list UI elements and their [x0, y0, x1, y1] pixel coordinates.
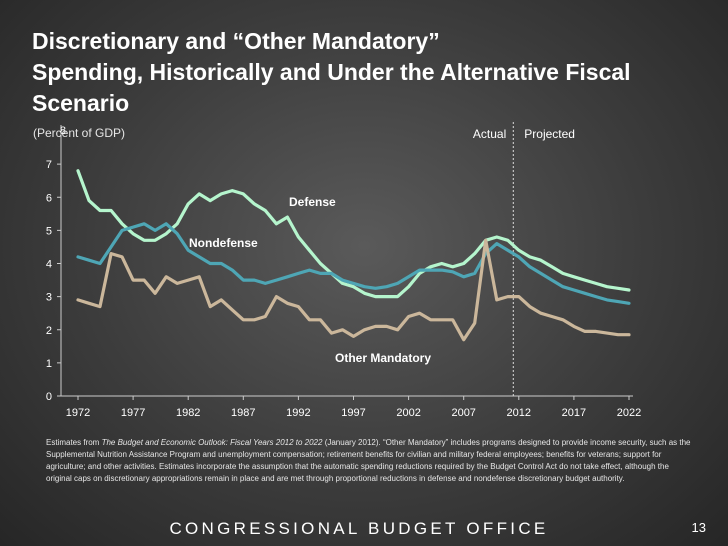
y-tick-label: 4	[46, 259, 52, 271]
nondefense-series-line	[76, 222, 631, 305]
other-mandatory-series-label: Other Mandatory	[335, 351, 431, 365]
y-tick-label: 5	[46, 225, 52, 237]
x-tick-label: 2022	[617, 407, 641, 419]
x-tick-label: 1997	[341, 407, 365, 419]
x-tick-label: 1992	[286, 407, 310, 419]
footer-text: CONGRESSIONAL BUDGET OFFICE	[169, 519, 549, 538]
y-tick-label: 6	[46, 192, 52, 204]
title-line-2: Spending, Historically and Under the Alt…	[32, 59, 631, 85]
x-tick-label: 2017	[562, 407, 586, 419]
other-mandatory-series-line	[76, 238, 631, 342]
x-tick-label: 2012	[507, 407, 531, 419]
x-tick-label: 1987	[231, 407, 255, 419]
y-tick-label: 1	[46, 358, 52, 370]
y-tick-label: 7	[46, 159, 52, 171]
y-tick-label: 0	[46, 391, 52, 403]
slide-title: Discretionary and “Other Mandatory” Spen…	[32, 26, 712, 119]
projected-label: Projected	[524, 127, 575, 141]
title-line-3: Scenario	[32, 90, 130, 116]
defense-series-line	[76, 169, 631, 299]
page-number: 13	[691, 520, 706, 535]
y-tick-label-top: 8	[60, 125, 66, 137]
nondefense-series-label: Nondefense	[189, 236, 258, 250]
defense-series-label: Defense	[289, 195, 336, 209]
x-tick-label: 1982	[176, 407, 200, 419]
footnote-body: (January 2012). “Other Mandatory” includ…	[46, 438, 691, 483]
units-label: (Percent of GDP)	[33, 126, 126, 140]
y-tick-label: 3	[46, 292, 52, 304]
x-tick-label: 2007	[451, 407, 475, 419]
title-line-1: Discretionary and “Other Mandatory”	[32, 28, 440, 54]
footnote-report-title: The Budget and Economic Outlook: Fiscal …	[101, 438, 323, 447]
x-tick-label: 1972	[66, 407, 90, 419]
footnote: Estimates from The Budget and Economic O…	[46, 437, 696, 485]
x-tick-label: 1977	[121, 407, 145, 419]
footnote-prefix: Estimates from	[46, 438, 102, 447]
actual-label: Actual	[473, 127, 506, 141]
x-tick-label: 2002	[396, 407, 420, 419]
cbo-footer: CONGRESSIONAL BUDGET OFFICE	[0, 519, 728, 539]
y-tick-label: 2	[46, 325, 52, 337]
